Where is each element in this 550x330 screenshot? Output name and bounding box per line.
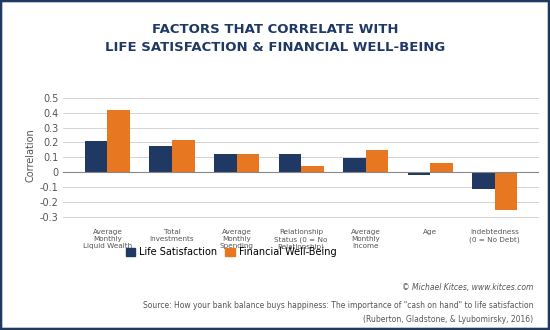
Bar [430,163,453,172]
Bar [85,141,107,172]
Text: (Ruberton, Gladstone, & Lyubomirsky, 2016): (Ruberton, Gladstone, & Lyubomirsky, 201… [364,315,534,324]
Bar [495,172,518,210]
Text: © Michael Kitces, www.kitces.com: © Michael Kitces, www.kitces.com [402,283,534,292]
Bar [301,166,324,172]
Bar [172,140,195,172]
Bar [150,146,172,172]
Bar [214,154,236,172]
Bar [366,150,388,172]
Bar [343,158,366,172]
Y-axis label: Correlation: Correlation [25,128,35,182]
Bar [236,154,259,172]
Legend: Life Satisfaction, Financial Well-Being: Life Satisfaction, Financial Well-Being [122,243,340,261]
Bar [107,110,130,172]
Bar [278,154,301,172]
Text: FACTORS THAT CORRELATE WITH
LIFE SATISFACTION & FINANCIAL WELL-BEING: FACTORS THAT CORRELATE WITH LIFE SATISFA… [105,23,445,54]
Bar [472,172,495,189]
Text: Source: How your bank balance buys happiness: The importance of "cash on hand" t: Source: How your bank balance buys happi… [143,301,534,310]
Bar [408,172,430,175]
